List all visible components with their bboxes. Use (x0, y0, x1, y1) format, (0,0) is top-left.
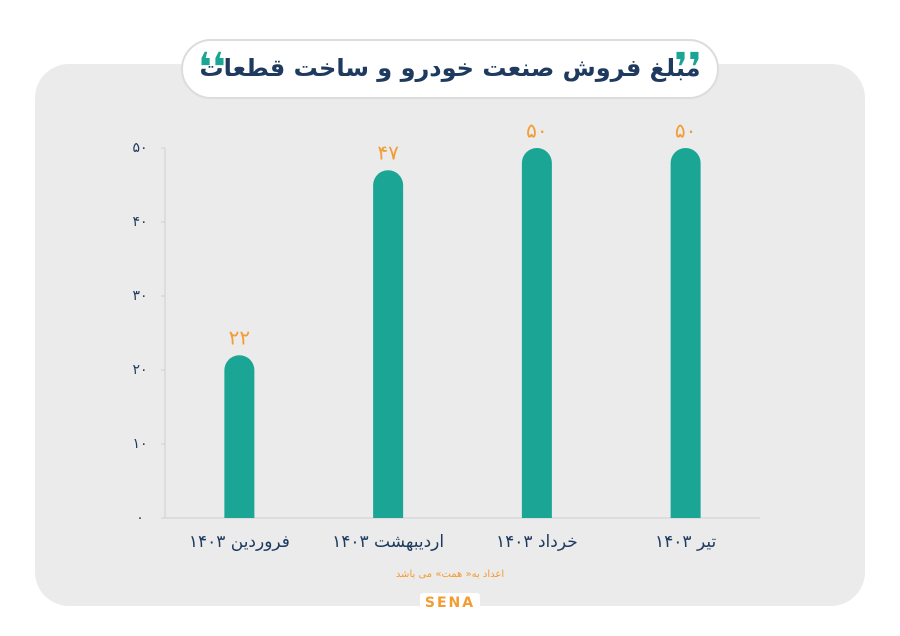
y-tick-label: ۵۰ (132, 140, 147, 156)
x-tick-label: خرداد ۱۴۰۳ (496, 532, 578, 552)
y-tick-label: ۲۰ (132, 362, 147, 378)
y-tick-label: ۰ (136, 510, 144, 526)
panel (35, 64, 865, 606)
bar (373, 170, 404, 518)
y-tick-label: ۴۰ (132, 214, 147, 230)
chart-title: مبلغ فروش صنعت خودرو و ساخت قطعات (200, 54, 701, 82)
value-label: ۴۷ (377, 141, 399, 165)
y-tick-label: ۳۰ (132, 288, 147, 304)
value-label: ۵۰ (526, 119, 547, 143)
note: اعداد به« همت» می باشد (396, 569, 504, 580)
x-tick-label: اردیبهشت ۱۴۰۳ (332, 532, 444, 552)
y-tick-label: ۱۰ (132, 436, 147, 452)
title-pill (181, 39, 719, 99)
logo: SENA (425, 595, 475, 611)
quote-mark: ❛❛ (198, 45, 226, 91)
bar (521, 148, 552, 518)
marks: ۲۲ فروردین ۱۴۰۳ ۴۷ اردیبهشت ۱۴۰۳ ۵۰ خرداد ۱۴۰… (189, 119, 717, 553)
value-label: ۲۲ (229, 326, 250, 350)
quote-mark: ❜❜ (674, 45, 702, 91)
x-tick-label: تیر ۱۴۰۳ (655, 532, 716, 552)
ticks: ۰ ۱۰ ۲۰ ۳۰ ۴۰ ۵۰ (132, 140, 165, 526)
logo-box (420, 593, 480, 613)
bar (224, 355, 255, 518)
bar (670, 148, 701, 518)
x-tick-label: فروردین ۱۴۰۳ (189, 532, 290, 552)
value-label: ۵۰ (675, 119, 696, 143)
